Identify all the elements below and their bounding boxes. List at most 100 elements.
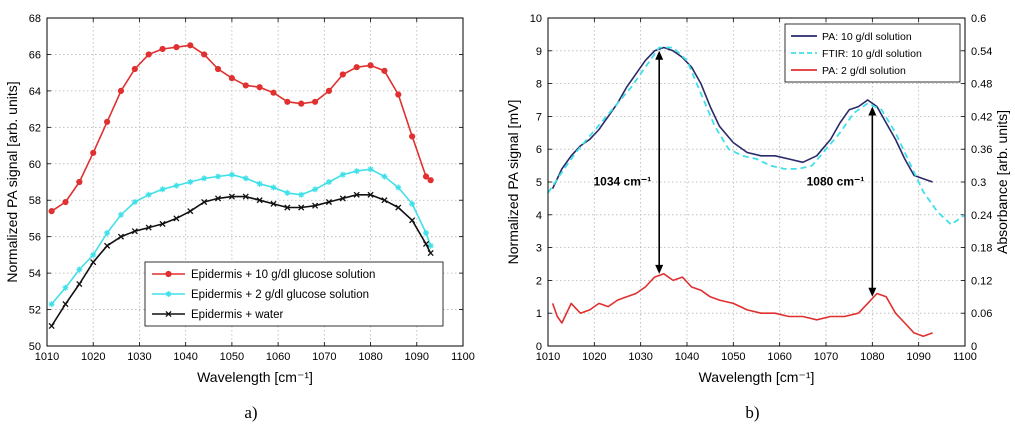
y2-tick-label: 0.6 xyxy=(971,13,986,25)
y-tick-label: 58 xyxy=(29,195,41,207)
x-tick-label: 1020 xyxy=(81,351,105,363)
y-tick-label: 2 xyxy=(536,275,542,287)
data-point xyxy=(159,45,166,53)
y2-tick-label: 0 xyxy=(971,341,977,353)
y2-tick-label: 0.12 xyxy=(971,275,992,287)
y-tick-label: 64 xyxy=(29,86,41,98)
plot-frame xyxy=(46,17,464,347)
data-point xyxy=(131,228,138,235)
data-point xyxy=(76,266,83,273)
data-point xyxy=(62,198,69,206)
legend-marker xyxy=(165,270,172,278)
double-arrow xyxy=(655,50,664,274)
data-point xyxy=(325,198,333,206)
data-point xyxy=(242,175,249,182)
x-tick-label: 1010 xyxy=(35,351,59,363)
data-point xyxy=(409,200,416,207)
data-point xyxy=(325,87,333,94)
legend-item: PA: 10 g/dl solution xyxy=(791,31,912,43)
y2-tick-label: 0.54 xyxy=(971,46,992,58)
y-tick-label: 10 xyxy=(530,13,542,25)
data-point xyxy=(117,87,125,94)
data-point xyxy=(62,301,69,308)
data-point xyxy=(311,98,319,105)
y-tick-label: 3 xyxy=(536,243,542,255)
data-point xyxy=(395,184,402,191)
data-point xyxy=(104,242,111,249)
data-point xyxy=(353,168,360,175)
data-point xyxy=(48,208,55,215)
y-tick-label: 5 xyxy=(536,177,542,189)
y-tick-label: 6 xyxy=(536,144,542,156)
data-point xyxy=(367,191,374,198)
y-axis-label: Normalized PA signal [mV] xyxy=(505,100,521,265)
data-point xyxy=(214,195,222,202)
series-0 xyxy=(48,42,434,215)
legend-label: Epidermis + 2 g/dl glucose solution xyxy=(191,289,369,301)
data-point xyxy=(256,197,263,204)
x-tick-label: 1030 xyxy=(628,351,652,363)
data-point xyxy=(367,166,374,173)
data-point xyxy=(173,182,180,189)
data-point xyxy=(422,240,430,248)
y-tick-label: 60 xyxy=(29,159,41,171)
data-point xyxy=(215,173,222,180)
legend-label: PA: 2 g/dl solution xyxy=(822,65,906,77)
chart-panel-a: 1010 1020 1030 1040 1050 1060 1070 1080 1090 1100… xyxy=(4,13,475,422)
data-point xyxy=(201,198,208,206)
x-tick-label: 1050 xyxy=(721,351,745,363)
y-tick-label: 8 xyxy=(536,79,542,91)
x-axis-label: Wavelength [cm⁻¹] xyxy=(699,369,815,385)
data-point xyxy=(48,322,55,330)
y-tick-label: 4 xyxy=(536,210,542,222)
x-tick-label: 1090 xyxy=(906,351,930,363)
data-point xyxy=(423,230,430,237)
data-point xyxy=(187,179,194,185)
data-point xyxy=(201,175,208,182)
data-point xyxy=(145,51,152,58)
data-point xyxy=(270,184,277,191)
series-line xyxy=(551,272,933,338)
y-tick-label: 68 xyxy=(29,13,41,25)
x-tick-label: 1020 xyxy=(582,351,606,363)
y2-tick-label: 0.24 xyxy=(971,210,992,222)
data-point xyxy=(242,193,249,200)
x-tick-label: 1080 xyxy=(358,351,382,363)
double-arrow xyxy=(868,106,877,297)
y-tick-label: 62 xyxy=(29,122,41,134)
data-point xyxy=(284,204,291,211)
x-axis-label: Wavelength [cm⁻¹] xyxy=(197,369,313,385)
y-tick-label: 56 xyxy=(29,232,41,244)
legend-marker xyxy=(165,291,172,297)
data-point xyxy=(427,177,434,184)
legend-item: FTIR: 10 g/dl solution xyxy=(791,48,922,60)
data-point xyxy=(298,204,305,211)
data-point xyxy=(90,149,97,156)
x-tick-label: 1070 xyxy=(814,351,838,363)
legend-box xyxy=(784,23,961,83)
y-axis-label: Normalized PA signal [arb. units] xyxy=(4,81,20,282)
data-point xyxy=(228,193,235,200)
data-point xyxy=(409,133,416,140)
data-point xyxy=(187,42,194,49)
data-point xyxy=(90,259,97,266)
legend-item: PA: 2 g/dl solution xyxy=(791,65,906,77)
data-point xyxy=(228,75,235,82)
data-point xyxy=(409,217,416,224)
legend-label: FTIR: 10 g/dl solution xyxy=(822,48,922,60)
data-point xyxy=(76,178,83,186)
arrow-head-up xyxy=(655,50,664,60)
x-tick-label: 1100 xyxy=(953,351,977,363)
data-point xyxy=(187,208,194,215)
data-point xyxy=(173,215,180,222)
legend-marker xyxy=(165,310,172,318)
x-tick-label: 1040 xyxy=(675,351,699,363)
x-tick-label: 1060 xyxy=(767,351,791,363)
y2-tick-label: 0.3 xyxy=(971,177,986,189)
data-point xyxy=(381,197,388,204)
legend-label: PA: 10 g/dl solution xyxy=(822,31,912,43)
x-tick-label: 1040 xyxy=(173,351,197,363)
data-point xyxy=(256,84,263,91)
data-point xyxy=(270,200,277,207)
